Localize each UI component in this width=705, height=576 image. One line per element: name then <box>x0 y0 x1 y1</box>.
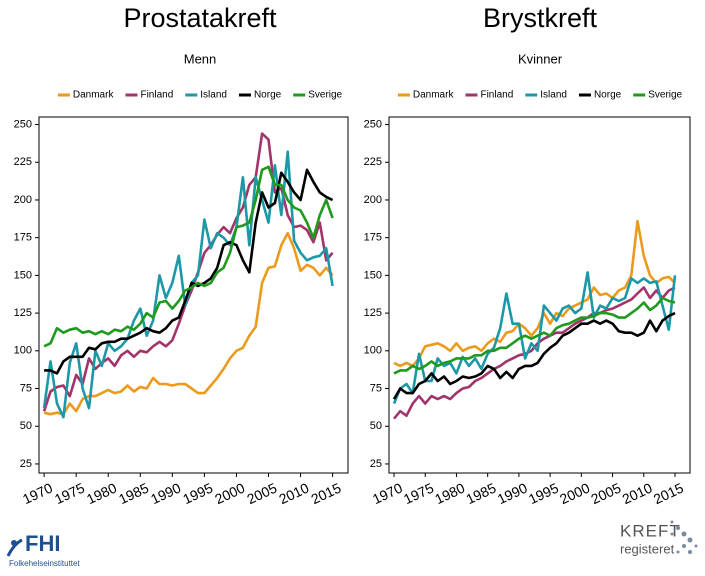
legend-label: Finland <box>140 90 173 101</box>
y-tick-label: 175 <box>364 232 382 244</box>
chart: Brystkreft Kvinner Danmark Finland Island Nor… <box>364 3 691 507</box>
chart: Prostatakreft Menn Danmark Finland Island Nor… <box>14 3 349 507</box>
y-tick-label: 200 <box>364 194 382 206</box>
x-tick-label: 1980 <box>432 479 467 507</box>
logo-text: FHI <box>25 531 60 556</box>
y-tick-label: 200 <box>14 194 32 206</box>
legend-label: Sverige <box>648 90 682 101</box>
x-tick-label: 2015 <box>308 479 343 507</box>
plot-frame <box>38 116 349 474</box>
y-tick-label: 50 <box>20 420 32 432</box>
y-tick-label: 225 <box>14 156 32 168</box>
data-line <box>392 271 677 405</box>
x-tick-label: 1985 <box>116 479 151 507</box>
y-tick-label: 25 <box>370 458 382 470</box>
x-tick-label: 1990 <box>148 479 183 507</box>
x-tick-label: 1985 <box>464 479 499 507</box>
x-tick-label: 2000 <box>557 479 592 507</box>
y-tick-label: 175 <box>14 232 32 244</box>
y-tick-label: 225 <box>364 156 382 168</box>
legend-label: Norge <box>594 90 622 101</box>
legend: Danmark Finland Island Norge Sverige <box>397 90 683 101</box>
y-tick-label: 75 <box>20 382 32 394</box>
legend: Danmark Finland Island Norge Sverige <box>57 90 343 101</box>
chart-subtitle: Menn <box>184 51 217 66</box>
legend-label: Norge <box>254 90 282 101</box>
x-tick-label: 2005 <box>244 479 279 507</box>
legend-label: Finland <box>480 90 513 101</box>
data-line <box>44 168 334 375</box>
x-tick-label: 1995 <box>180 479 215 507</box>
y-tick-label: 25 <box>20 458 32 470</box>
y-tick-label: 250 <box>14 118 32 130</box>
legend-label: Island <box>540 90 567 101</box>
legend-label: Danmark <box>73 90 115 101</box>
legend-label: Sverige <box>308 90 342 101</box>
footer: FHI Folkehelseinstituttet KREFT register… <box>6 520 698 568</box>
y-tick-label: 125 <box>14 307 32 319</box>
x-tick-label: 1995 <box>526 479 561 507</box>
logo-subtext: Folkehelseinstituttet <box>9 559 80 568</box>
data-line <box>393 219 676 368</box>
data-line <box>392 311 676 400</box>
data-line <box>393 296 676 375</box>
data-line <box>43 231 334 416</box>
y-tick-label: 150 <box>14 269 32 281</box>
x-tick-label: 1975 <box>52 479 87 507</box>
y-tick-label: 150 <box>364 269 382 281</box>
logo-text: KREFT <box>620 521 681 540</box>
y-tick-label: 100 <box>14 345 32 357</box>
y-tick-label: 100 <box>364 345 382 357</box>
x-tick-label: 2010 <box>276 479 311 507</box>
x-tick-label: 1975 <box>401 479 436 507</box>
x-tick-label: 1990 <box>495 479 530 507</box>
x-tick-label: 2005 <box>588 479 623 507</box>
data-line <box>42 150 334 419</box>
y-tick-label: 75 <box>370 382 382 394</box>
plot-frame <box>388 116 691 474</box>
logo-icon <box>6 538 23 557</box>
x-tick-label: 2010 <box>620 479 655 507</box>
x-tick-label: 1970 <box>20 479 55 507</box>
y-tick-label: 125 <box>364 307 382 319</box>
chart-title: Prostatakreft <box>123 3 277 33</box>
y-tick-label: 50 <box>370 420 382 432</box>
legend-label: Danmark <box>413 90 455 101</box>
logo-dots <box>670 520 698 554</box>
x-tick-label: 2000 <box>212 479 247 507</box>
legend-label: Island <box>200 90 227 101</box>
x-tick-label: 2015 <box>651 479 686 507</box>
y-tick-label: 250 <box>364 118 382 130</box>
x-tick-label: 1980 <box>84 479 119 507</box>
chart-title: Brystkreft <box>483 3 598 33</box>
x-tick-label: 1970 <box>370 479 405 507</box>
chart-subtitle: Kvinner <box>518 51 563 66</box>
data-line <box>43 165 334 348</box>
logo-subtext: registeret <box>620 541 675 556</box>
data-line <box>392 286 676 420</box>
